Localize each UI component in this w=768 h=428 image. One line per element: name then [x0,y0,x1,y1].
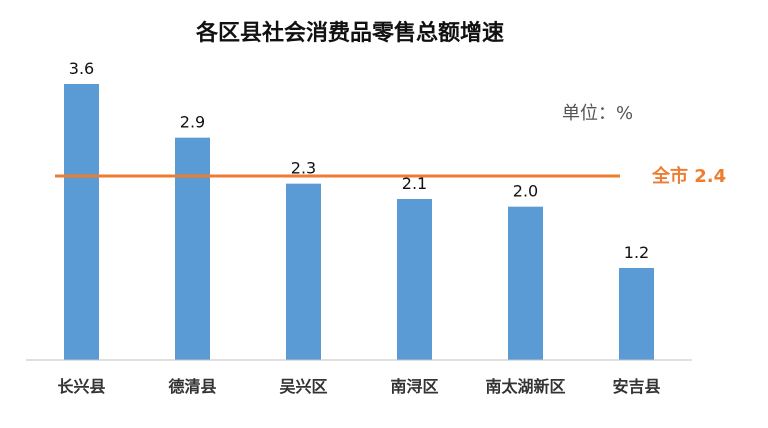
data-label: 2.0 [513,182,538,201]
data-label: 1.2 [624,243,649,262]
chart-title: 各区县社会消费品零售总额增速 [195,20,504,46]
data-labels-layer: 3.6 2.9 2.3 2.1 2.0 1.2 [69,59,649,262]
bars-layer [64,84,654,360]
bar [64,84,99,360]
x-tick-label: 南太湖新区 [485,377,565,396]
data-label: 2.3 [291,159,316,178]
bar [508,206,543,360]
data-label: 2.1 [402,174,427,193]
x-tick-label: 南浔区 [390,377,438,396]
x-tick-label: 德清县 [168,377,216,396]
bar [397,199,432,360]
unit-label: 单位：% [562,103,633,124]
data-label: 3.6 [69,59,94,78]
x-tick-label: 吴兴区 [279,377,327,396]
x-tick-labels-layer: 长兴县 德清县 吴兴区 南浔区 南太湖新区 安吉县 [57,377,660,396]
bar [286,183,321,360]
data-label: 2.9 [180,113,205,132]
x-tick-label: 长兴县 [57,377,105,396]
bar [175,137,210,360]
x-tick-label: 安吉县 [612,377,660,396]
bar [619,268,654,360]
reference-line-label: 全市 2.4 [651,165,726,187]
